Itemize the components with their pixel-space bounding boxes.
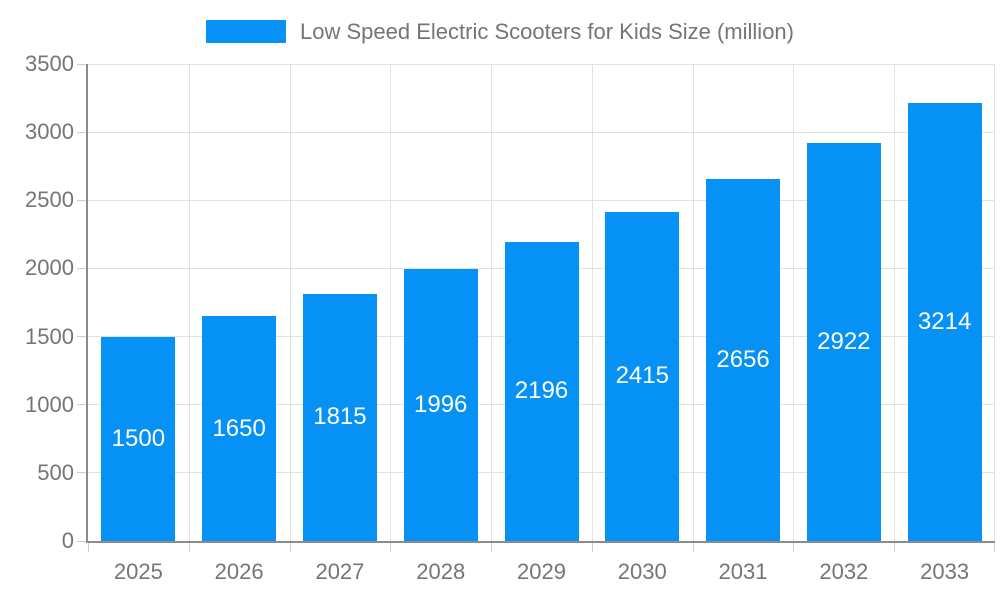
bar: 2415 <box>605 211 680 541</box>
y-tick-label: 3500 <box>25 51 74 76</box>
h-gridline <box>88 63 995 65</box>
x-tick-label: 2027 <box>315 559 365 584</box>
x-tick-mark <box>390 543 392 552</box>
x-tick-mark <box>591 543 593 552</box>
v-gridline <box>894 64 896 541</box>
x-tick-mark <box>793 543 795 552</box>
v-gridline <box>994 64 995 541</box>
bar: 2922 <box>806 142 881 541</box>
x-tick-mark <box>994 543 995 552</box>
x-tick-label: 2032 <box>819 559 869 584</box>
y-tick-mark <box>77 540 86 542</box>
bar: 2656 <box>706 179 781 541</box>
v-gridline <box>289 64 291 541</box>
x-tick-mark <box>188 543 190 552</box>
y-tick-label: 2500 <box>25 187 74 213</box>
x-tick-mark <box>491 543 493 552</box>
x-tick-label: 2031 <box>718 559 768 584</box>
bar-value-label: 2922 <box>817 327 871 355</box>
legend-swatch <box>206 20 287 43</box>
bar-value-label: 2415 <box>615 362 669 390</box>
plot-area: 0 500 1000 1500 2000 2500 3000 3500 1500 2025 1650… <box>25 51 995 584</box>
v-gridline <box>491 64 493 541</box>
legend[interactable]: Low Speed Electric Scooters for Kids Siz… <box>0 20 1000 43</box>
y-tick-label: 3000 <box>25 119 74 145</box>
y-tick-mark <box>77 131 86 133</box>
x-tick-mark <box>894 543 896 552</box>
x-tick-label: 2029 <box>517 559 566 584</box>
x-tick-label: 2028 <box>416 559 466 584</box>
y-tick-mark <box>77 63 86 65</box>
bar-value-label: 1650 <box>212 414 266 442</box>
v-gridline <box>188 64 190 541</box>
y-tick-mark <box>77 472 86 474</box>
y-tick-label: 2000 <box>25 255 74 281</box>
bar-value-label: 1500 <box>111 424 166 452</box>
bar: 3214 <box>907 102 982 541</box>
bar: 1500 <box>101 336 176 541</box>
v-gridline <box>591 64 593 541</box>
x-tick-label: 2033 <box>920 559 970 584</box>
y-tick-mark <box>77 404 86 406</box>
y-tick-mark <box>77 267 86 269</box>
bar: 1650 <box>202 316 277 541</box>
bar-value-label: 1815 <box>313 403 367 431</box>
x-tick-mark <box>692 543 694 552</box>
x-tick-mark <box>88 543 89 552</box>
y-tick-label: 500 <box>37 459 74 485</box>
h-gridline <box>88 131 995 133</box>
x-tick-label: 2026 <box>214 559 264 584</box>
bar-value-label: 2196 <box>514 377 569 405</box>
bar: 2196 <box>504 241 579 541</box>
bar-value-label: 1996 <box>414 390 468 418</box>
x-tick-mark <box>289 543 291 552</box>
y-tick-label: 1000 <box>25 391 74 417</box>
y-tick-mark <box>77 336 86 338</box>
bar-value-label: 3214 <box>917 307 972 335</box>
y-tick-label: 0 <box>61 528 74 553</box>
v-gridline <box>692 64 694 541</box>
v-gridline <box>390 64 392 541</box>
bar-value-label: 2656 <box>716 346 770 374</box>
bar: 1996 <box>403 268 478 541</box>
y-tick-mark <box>77 199 86 201</box>
v-gridline <box>793 64 795 541</box>
legend-label: Low Speed Electric Scooters for Kids Siz… <box>300 19 794 44</box>
y-tick-label: 1500 <box>25 323 74 349</box>
x-tick-label: 2030 <box>617 559 667 584</box>
x-tick-label: 2025 <box>113 559 163 584</box>
bar: 1815 <box>302 293 377 541</box>
